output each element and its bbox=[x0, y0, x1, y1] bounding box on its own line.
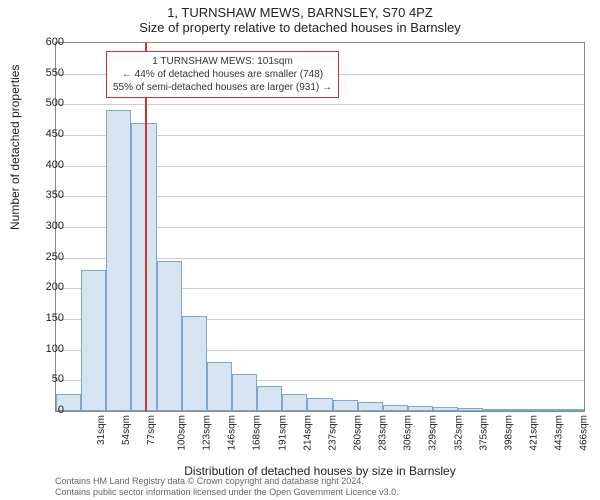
x-tick-label: 306sqm bbox=[403, 415, 414, 451]
property-info-box: 1 TURNSHAW MEWS: 101sqm← 44% of detached… bbox=[106, 51, 339, 98]
y-tick-label: 350 bbox=[46, 189, 64, 201]
histogram-bar bbox=[358, 402, 383, 411]
y-tick-label: 200 bbox=[46, 281, 64, 293]
y-tick-label: 550 bbox=[46, 67, 64, 79]
histogram-bar bbox=[232, 374, 257, 411]
gridline bbox=[56, 104, 584, 105]
x-tick-label: 466sqm bbox=[579, 415, 590, 451]
x-tick-label: 329sqm bbox=[428, 415, 439, 451]
x-tick-label: 214sqm bbox=[302, 415, 313, 451]
infobox-line3: 55% of semi-detached houses are larger (… bbox=[113, 81, 332, 94]
y-axis-label: Number of detached properties bbox=[8, 65, 22, 230]
histogram-bar bbox=[257, 386, 282, 411]
property-marker-line bbox=[145, 43, 147, 411]
x-tick-label: 77sqm bbox=[146, 415, 157, 445]
x-tick-label: 54sqm bbox=[121, 415, 132, 445]
histogram-bar bbox=[182, 316, 207, 411]
histogram-bar bbox=[81, 270, 106, 411]
x-tick-label: 168sqm bbox=[252, 415, 263, 451]
histogram-bar bbox=[509, 409, 534, 411]
y-tick-label: 450 bbox=[46, 128, 64, 140]
x-tick-label: 283sqm bbox=[378, 415, 389, 451]
x-tick-label: 31sqm bbox=[96, 415, 107, 445]
x-tick-label: 260sqm bbox=[353, 415, 364, 451]
histogram-bar bbox=[408, 406, 433, 411]
chart-plot-area: 1 TURNSHAW MEWS: 101sqm← 44% of detached… bbox=[55, 42, 585, 412]
histogram-bar bbox=[106, 110, 131, 411]
infobox-line2: ← 44% of detached houses are smaller (74… bbox=[113, 68, 332, 81]
histogram-bar bbox=[207, 362, 232, 411]
x-tick-label: 375sqm bbox=[478, 415, 489, 451]
histogram-bar bbox=[458, 408, 483, 411]
histogram-bar bbox=[157, 261, 182, 411]
y-tick-label: 100 bbox=[46, 343, 64, 355]
credit-line1: Contains HM Land Registry data © Crown c… bbox=[55, 476, 364, 486]
histogram-bar bbox=[383, 405, 408, 411]
histogram-bar bbox=[333, 400, 358, 411]
histogram-bar bbox=[433, 407, 458, 411]
credit-line2: Contains public sector information licen… bbox=[55, 487, 399, 497]
y-tick-label: 250 bbox=[46, 251, 64, 263]
infobox-line1: 1 TURNSHAW MEWS: 101sqm bbox=[113, 55, 332, 68]
chart-title-address: 1, TURNSHAW MEWS, BARNSLEY, S70 4PZ bbox=[0, 0, 600, 20]
y-tick-label: 50 bbox=[52, 373, 64, 385]
histogram-bar bbox=[534, 409, 559, 411]
chart-title-desc: Size of property relative to detached ho… bbox=[0, 20, 600, 37]
histogram-bar bbox=[282, 394, 307, 411]
y-tick-label: 300 bbox=[46, 220, 64, 232]
y-tick-label: 0 bbox=[58, 404, 64, 416]
credit-text: Contains HM Land Registry data © Crown c… bbox=[55, 476, 585, 498]
x-tick-label: 123sqm bbox=[202, 415, 213, 451]
histogram-bar bbox=[483, 409, 508, 411]
histogram-bar bbox=[307, 398, 332, 411]
x-tick-label: 421sqm bbox=[529, 415, 540, 451]
x-tick-label: 237sqm bbox=[327, 415, 338, 451]
y-tick-label: 500 bbox=[46, 97, 64, 109]
y-tick-label: 600 bbox=[46, 36, 64, 48]
y-tick-label: 400 bbox=[46, 159, 64, 171]
x-tick-label: 398sqm bbox=[503, 415, 514, 451]
histogram-bar bbox=[559, 409, 584, 411]
x-tick-label: 100sqm bbox=[177, 415, 188, 451]
y-tick-label: 150 bbox=[46, 312, 64, 324]
x-tick-label: 352sqm bbox=[453, 415, 464, 451]
x-tick-label: 146sqm bbox=[227, 415, 238, 451]
x-tick-label: 443sqm bbox=[554, 415, 565, 451]
x-tick-label: 191sqm bbox=[277, 415, 288, 451]
